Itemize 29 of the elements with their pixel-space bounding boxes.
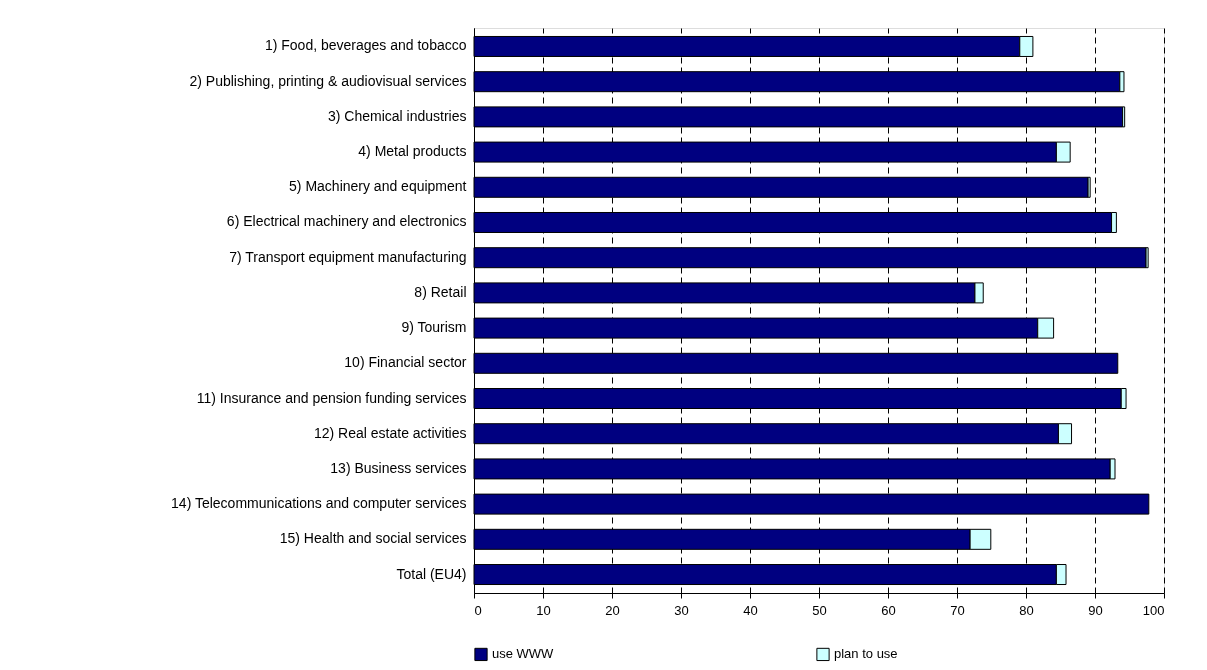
x-tick-label: 30 xyxy=(674,602,689,618)
x-tick-label: 80 xyxy=(1019,602,1034,618)
y-tick-label: 7) Transport equipment manufacturing xyxy=(229,248,467,265)
y-tick-label: 6) Electrical machinery and electronics xyxy=(226,213,467,230)
y-tick-label: 9) Tourism xyxy=(401,319,467,336)
y-tick-label: 12) Real estate activities xyxy=(313,424,467,441)
y-tick-label: 15) Health and social services xyxy=(279,530,467,547)
x-tick-label: 70 xyxy=(950,602,965,618)
legend-label: plan to use xyxy=(834,646,898,662)
y-tick-label: 1) Food, beverages and tobacco xyxy=(264,37,467,54)
x-tick-label: 100 xyxy=(1142,602,1165,618)
y-tick-label: 5) Machinery and equipment xyxy=(289,178,467,195)
y-tick-label: 3) Chemical industries xyxy=(328,107,467,124)
x-tick-label: 10 xyxy=(536,602,551,618)
x-tick-label: 0 xyxy=(474,602,482,618)
x-tick-label: 50 xyxy=(812,602,827,618)
y-tick-label: 11) Insurance and pension funding services xyxy=(196,389,467,406)
y-tick-label: 10) Financial sector xyxy=(344,354,467,371)
x-tick-label: 60 xyxy=(881,602,896,618)
y-tick-label: 13) Business services xyxy=(330,459,467,476)
y-tick-label: 14) Telecommunications and computer services xyxy=(171,495,467,512)
y-tick-label: 8) Retail xyxy=(414,283,467,300)
legend-label: use WWW xyxy=(492,646,555,662)
y-tick-label: 2) Publishing, printing & audiovisual services xyxy=(189,72,467,89)
y-tick-label: 4) Metal products xyxy=(358,143,467,160)
y-tick-label: Total (EU4) xyxy=(396,565,467,582)
x-tick-label: 40 xyxy=(743,602,758,618)
x-tick-label: 20 xyxy=(605,602,620,618)
x-tick-label: 90 xyxy=(1088,602,1103,618)
